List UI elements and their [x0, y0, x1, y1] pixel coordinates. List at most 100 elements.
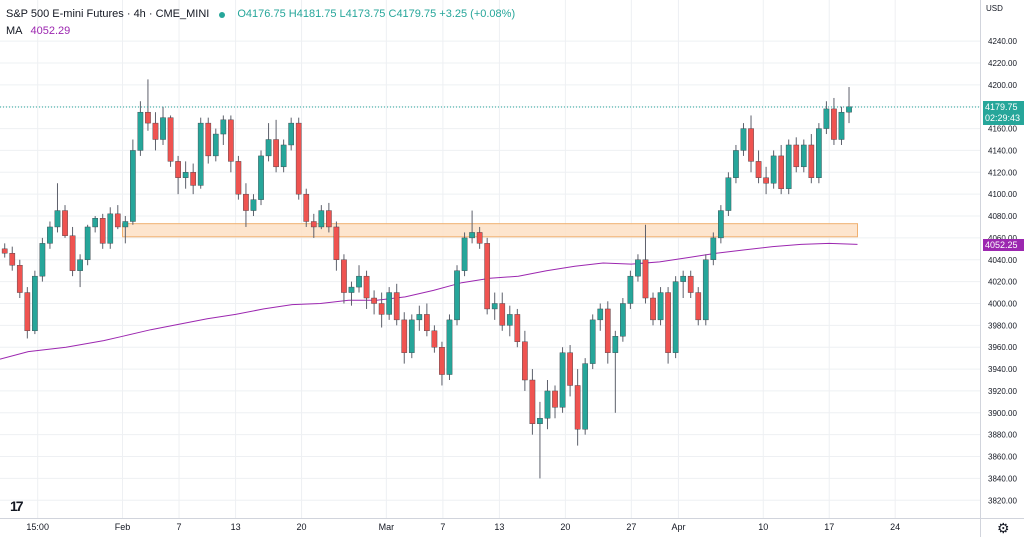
candle-body — [597, 308, 604, 321]
candle-down — [303, 188, 310, 227]
candle-up — [846, 87, 852, 124]
y-tick-label: 4160.00 — [988, 125, 1017, 134]
candle-up — [265, 123, 272, 162]
candle-body — [16, 265, 23, 293]
candle-body — [506, 314, 513, 326]
candle-down — [439, 341, 445, 386]
ma-series-line — [0, 242, 858, 360]
candle-up — [710, 232, 717, 266]
candle-down — [650, 292, 656, 326]
candle-body — [62, 210, 68, 236]
candle-body — [205, 122, 212, 157]
ma-indicator-value: 4052.29 — [30, 25, 71, 37]
candle-body — [522, 341, 528, 381]
x-tick-label: 24 — [890, 522, 900, 532]
candle-down — [9, 246, 16, 271]
support-zone[interactable] — [122, 223, 858, 238]
candle-body — [145, 111, 151, 124]
candle-body — [785, 144, 792, 189]
y-tick-label: 4060.00 — [988, 234, 1017, 243]
candle-down — [326, 202, 332, 233]
candle-up — [770, 150, 777, 189]
candle-up — [416, 305, 423, 331]
candle-down — [642, 224, 649, 304]
candle-body — [167, 117, 174, 162]
candle-body — [808, 144, 815, 178]
tradingview-logo-icon[interactable]: 17 — [10, 498, 24, 514]
candle-up — [823, 101, 830, 135]
ma-indicator-name[interactable]: MA — [6, 25, 23, 37]
candle-down — [393, 283, 400, 326]
candle-body — [401, 319, 408, 353]
candle-up — [288, 117, 295, 151]
candle-down — [235, 155, 242, 200]
candle-up — [582, 358, 589, 435]
candle-body — [461, 237, 468, 271]
candle-down — [763, 166, 769, 195]
candle-body — [99, 218, 106, 244]
candle-up — [537, 401, 543, 479]
candle-down — [831, 97, 837, 145]
candle-body — [220, 119, 227, 135]
y-tick-label: 4120.00 — [988, 168, 1017, 177]
candle-body — [642, 259, 649, 299]
y-tick-label: 4240.00 — [988, 37, 1017, 46]
y-tick-label: 4220.00 — [988, 59, 1017, 68]
candle-body — [529, 379, 536, 424]
candle-down — [145, 79, 151, 131]
candle-up — [280, 139, 287, 173]
candle-body — [800, 144, 807, 168]
candle-body — [273, 139, 279, 168]
candle-body — [823, 108, 830, 129]
candle-up — [137, 101, 144, 156]
candle-body — [54, 210, 61, 228]
candle-body — [288, 122, 295, 146]
x-tick-label: 27 — [626, 522, 636, 532]
ohlc-close: C4179.75 — [388, 8, 437, 20]
candle-up — [39, 237, 46, 282]
candle-body — [1, 248, 8, 254]
candle-body — [310, 221, 317, 228]
candle-body — [92, 218, 99, 228]
candle-body — [544, 390, 551, 419]
candle-body — [424, 314, 430, 332]
candle-down — [514, 308, 521, 348]
candle-up — [47, 221, 53, 249]
symbol-title[interactable]: S&P 500 E-mini Futures · 4h · CME_MINI — [6, 8, 210, 20]
candle-up — [733, 144, 739, 184]
candle-up — [740, 123, 747, 156]
candle-body — [702, 259, 709, 321]
candle-body — [491, 303, 498, 310]
candle-body — [514, 314, 521, 342]
candle-body — [363, 275, 370, 299]
candle-body — [672, 281, 679, 353]
candle-down — [484, 237, 491, 315]
candle-down — [748, 115, 754, 173]
x-tick-label: Mar — [379, 522, 395, 532]
currency-label[interactable]: USD — [986, 4, 1003, 13]
candle-body — [635, 259, 641, 277]
candle-body — [371, 297, 377, 304]
candle-body — [348, 286, 355, 293]
legend: S&P 500 E-mini Futures · 4h · CME_MINI O… — [6, 6, 515, 40]
candle-body — [182, 172, 189, 178]
candle-body — [326, 210, 332, 228]
gear-icon[interactable]: ⚙ — [997, 520, 1010, 536]
candle-up — [506, 305, 513, 337]
candle-down — [695, 287, 702, 326]
y-tick-label: 4200.00 — [988, 81, 1017, 90]
candle-body — [243, 193, 249, 211]
ohlc-high: H4181.75 — [288, 8, 337, 20]
legend-ma-row[interactable]: MA 4052.29 — [6, 23, 515, 40]
legend-symbol-row[interactable]: S&P 500 E-mini Futures · 4h · CME_MINI O… — [6, 6, 515, 23]
candle-body — [657, 292, 664, 321]
candle-body — [378, 303, 385, 315]
candle-up — [612, 330, 619, 413]
candle-body — [69, 235, 76, 271]
candle-body — [295, 122, 302, 195]
x-tick-label: 7 — [440, 522, 445, 532]
candle-down — [99, 213, 106, 249]
y-tick-label: 4080.00 — [988, 212, 1017, 221]
